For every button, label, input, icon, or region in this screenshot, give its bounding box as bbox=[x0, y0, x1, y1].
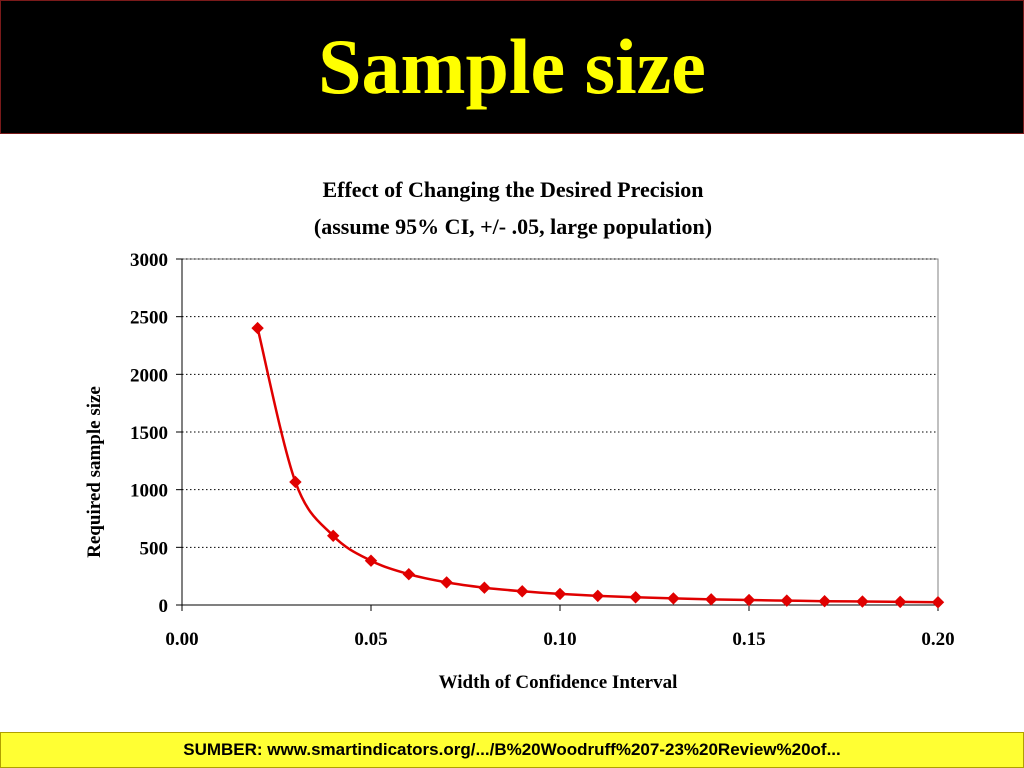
data-point-marker bbox=[402, 567, 416, 581]
data-point-marker bbox=[364, 554, 378, 567]
x-tick-label: 0.20 bbox=[921, 629, 954, 650]
x-tick-label: 0.10 bbox=[543, 629, 576, 650]
source-footer: SUMBER: www.smartindicators.org/.../B%20… bbox=[0, 732, 1024, 768]
y-tick-label: 2000 bbox=[130, 365, 168, 386]
data-point-marker bbox=[553, 587, 567, 601]
source-text: SUMBER: www.smartindicators.org/.../B%20… bbox=[183, 740, 841, 759]
x-axis-label: Width of Confidence Interval bbox=[439, 672, 678, 693]
title-banner: Sample size bbox=[0, 0, 1024, 134]
chart-subtitle: (assume 95% CI, +/- .05, large populatio… bbox=[314, 214, 712, 239]
x-tick-label: 0.15 bbox=[732, 629, 765, 650]
data-point-marker bbox=[818, 594, 831, 608]
y-tick-label: 2500 bbox=[130, 308, 168, 329]
data-point-marker bbox=[931, 596, 945, 609]
data-point-marker bbox=[667, 592, 680, 605]
data-point-marker bbox=[251, 321, 264, 335]
data-point-marker bbox=[856, 595, 869, 608]
data-point-marker bbox=[478, 581, 491, 594]
y-tick-label: 3000 bbox=[130, 250, 168, 271]
data-point-marker bbox=[326, 529, 340, 543]
chart-title: Effect of Changing the Desired Precision bbox=[322, 177, 703, 202]
y-tick-label: 1500 bbox=[130, 423, 168, 444]
data-point-marker bbox=[440, 576, 453, 589]
data-point-marker bbox=[629, 591, 642, 604]
y-axis-label: Required sample size bbox=[84, 386, 105, 558]
sample-size-chart: Effect of Changing the Desired Precision… bbox=[84, 177, 955, 693]
y-tick-label: 0 bbox=[159, 596, 169, 617]
data-point-marker bbox=[742, 593, 756, 607]
plot-area: 0 500 1000 1500 2000 2500 3000 0.00 0.05 0.10 0.15… bbox=[130, 250, 955, 650]
y-tick-label: 1000 bbox=[130, 481, 168, 502]
data-point-marker bbox=[289, 475, 302, 489]
data-point-marker bbox=[780, 594, 794, 607]
data-point-marker bbox=[893, 595, 907, 609]
slide-title: Sample size bbox=[318, 23, 706, 110]
series-line bbox=[256, 327, 939, 604]
y-tick-label: 500 bbox=[140, 538, 169, 559]
data-point-marker bbox=[591, 589, 605, 603]
data-point-marker bbox=[515, 585, 529, 598]
x-tick-label: 0.05 bbox=[354, 629, 387, 650]
x-tick-label: 0.00 bbox=[165, 629, 198, 650]
data-point-marker bbox=[704, 593, 718, 606]
